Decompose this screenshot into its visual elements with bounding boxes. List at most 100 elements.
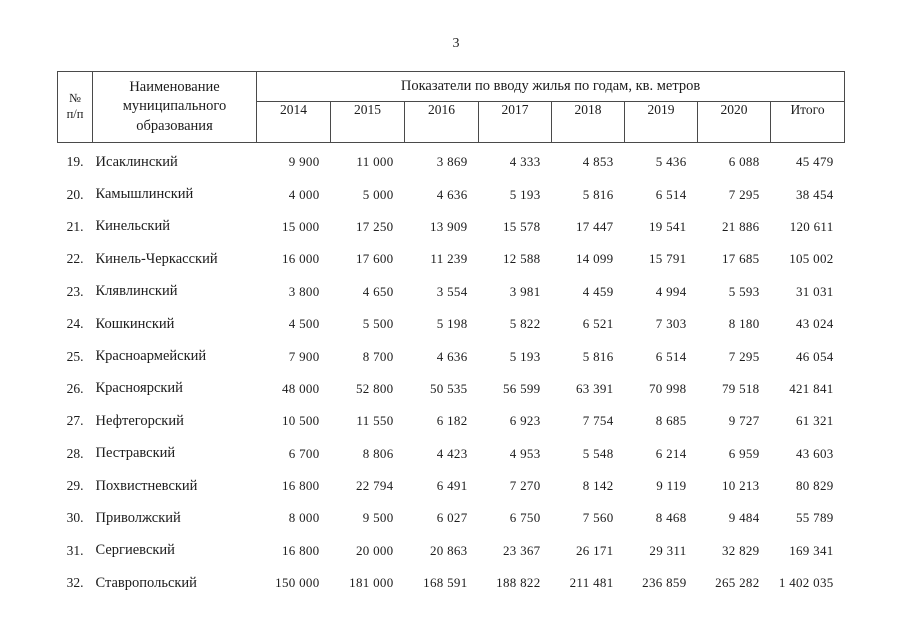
row-number: 32.	[66, 575, 84, 591]
table-row: 31. Сергиевский 16 800 20 000 20 863 23 367 26…	[58, 535, 845, 567]
value-cell: 16 800	[281, 542, 320, 558]
value-cell: 6 088	[728, 154, 760, 170]
value-cell: 6 027	[436, 510, 468, 526]
value-cell: 9 119	[656, 478, 687, 494]
value-cell: 9 484	[728, 510, 760, 526]
value-cell: 9 900	[288, 154, 320, 170]
value-cell: 17 250	[355, 218, 394, 234]
value-cell: 211 481	[569, 575, 614, 591]
value-cell: 6 514	[655, 186, 687, 202]
municipality-name: Кинель-Черкасский	[95, 250, 218, 267]
table-row: 28. Пестравский 6 700 8 806 4 423 4 953 5 548 6…	[58, 438, 845, 470]
value-cell: 32 829	[721, 542, 760, 558]
value-cell: 8 142	[582, 478, 614, 494]
municipality-label-line2: муниципального	[122, 98, 227, 115]
table-row: 24. Кошкинский 4 500 5 500 5 198 5 822 6 521 7 …	[58, 308, 845, 340]
value-cell: 5 198	[436, 316, 468, 332]
municipality-name: Кинельский	[95, 218, 170, 235]
value-cell: 15 578	[502, 218, 541, 234]
value-cell: 48 000	[281, 380, 320, 396]
value-cell: 1 402 035	[778, 575, 834, 591]
value-cell: 5 822	[509, 316, 541, 332]
value-cell: 5 000	[362, 186, 394, 202]
value-cell: 150 000	[275, 575, 320, 591]
value-cell: 5 436	[655, 154, 687, 170]
row-number: 28.	[66, 445, 84, 461]
value-cell: 11 000	[356, 154, 394, 170]
value-cell: 61 321	[796, 413, 834, 429]
value-cell: 8 685	[655, 413, 687, 429]
value-cell: 7 560	[582, 510, 614, 526]
value-cell: 17 600	[355, 251, 394, 267]
value-cell: 4 333	[509, 154, 541, 170]
table-row: 19. Исаклинский 9 900 11 000 3 869 4 333 4 853…	[58, 143, 845, 179]
value-cell: 20 000	[355, 542, 394, 558]
value-cell: 421 841	[789, 380, 834, 396]
value-cell: 8 468	[655, 510, 687, 526]
municipality-name: Красноярский	[95, 380, 183, 397]
value-cell: 12 588	[502, 251, 541, 267]
value-cell: 20 863	[429, 542, 468, 558]
column-header-row-number: № п/п	[57, 71, 93, 143]
value-cell: 7 303	[655, 316, 687, 332]
table-row: 27. Нефтегорский 10 500 11 550 6 182 6 923 7 7…	[58, 405, 845, 437]
municipality-name: Пестравский	[95, 445, 176, 462]
table-row: 22. Кинель-Черкасский 16 000 17 600 11 239 12…	[58, 243, 845, 275]
value-cell: 38 454	[796, 186, 834, 202]
value-cell: 4 953	[509, 445, 541, 461]
table-row: 26. Красноярский 48 000 52 800 50 535 56 599 6…	[58, 373, 845, 405]
value-cell: 3 869	[436, 154, 468, 170]
municipality-name: Красноармейский	[95, 348, 207, 365]
value-cell: 4 650	[362, 283, 394, 299]
table-row: 30. Приволжский 8 000 9 500 6 027 6 750 7 560 8…	[58, 502, 845, 534]
row-number: 19.	[66, 154, 84, 170]
municipality-name: Приволжский	[95, 509, 181, 526]
value-cell: 3 981	[509, 283, 541, 299]
value-cell: 29 311	[649, 542, 687, 558]
row-number: 30.	[66, 510, 84, 526]
value-cell: 43 603	[796, 445, 834, 461]
value-cell: 10 500	[281, 413, 320, 429]
municipality-label-line1: Наименование	[129, 78, 220, 95]
value-cell: 70 998	[648, 380, 687, 396]
municipality-name: Камышлинский	[95, 186, 194, 203]
value-cell: 265 282	[715, 575, 760, 591]
row-number: 31.	[66, 542, 84, 558]
row-number: 21.	[66, 218, 84, 234]
value-cell: 4 459	[582, 283, 614, 299]
value-cell: 6 491	[436, 478, 468, 494]
value-cell: 5 816	[582, 348, 614, 364]
municipality-name: Похвистневский	[95, 477, 198, 494]
value-cell: 55 789	[796, 510, 834, 526]
value-cell: 188 822	[496, 575, 541, 591]
column-header-2014: 2014	[256, 101, 331, 143]
table-header: № п/п Наименование муниципального образо…	[57, 71, 846, 143]
table-row: 25. Красноармейский 7 900 8 700 4 636 5 193 5 …	[58, 340, 845, 372]
value-cell: 31 031	[796, 283, 834, 299]
value-cell: 19 541	[648, 218, 687, 234]
value-cell: 16 800	[281, 478, 320, 494]
column-header-2018: 2018	[551, 101, 625, 143]
table-row: 32. Ставропольский 150 000 181 000 168 591 18…	[58, 567, 845, 599]
page-number: 3	[452, 36, 460, 51]
municipality-name: Кошкинский	[95, 315, 175, 332]
value-cell: 17 447	[575, 218, 614, 234]
value-cell: 236 859	[642, 575, 687, 591]
value-cell: 6 923	[509, 413, 541, 429]
value-cell: 80 829	[796, 478, 834, 494]
table-row: 21. Кинельский 15 000 17 250 13 909 15 578 17 …	[58, 211, 845, 243]
value-cell: 43 024	[796, 316, 834, 332]
value-cell: 4 636	[436, 186, 468, 202]
row-number: 24.	[66, 316, 84, 332]
column-header-total: Итого	[769, 101, 846, 143]
row-number: 26.	[66, 380, 84, 396]
column-group-header-indicators: Показатели по вводу жилья по годам, кв. …	[255, 71, 846, 102]
column-header-2019: 2019	[624, 101, 698, 143]
value-cell: 5 593	[728, 283, 760, 299]
value-cell: 168 591	[423, 575, 468, 591]
column-header-2015: 2015	[330, 101, 405, 143]
municipality-name: Ставропольский	[95, 574, 197, 591]
column-header-2016: 2016	[404, 101, 479, 143]
municipality-label-line3: образования	[136, 117, 213, 134]
value-cell: 4 636	[436, 348, 468, 364]
